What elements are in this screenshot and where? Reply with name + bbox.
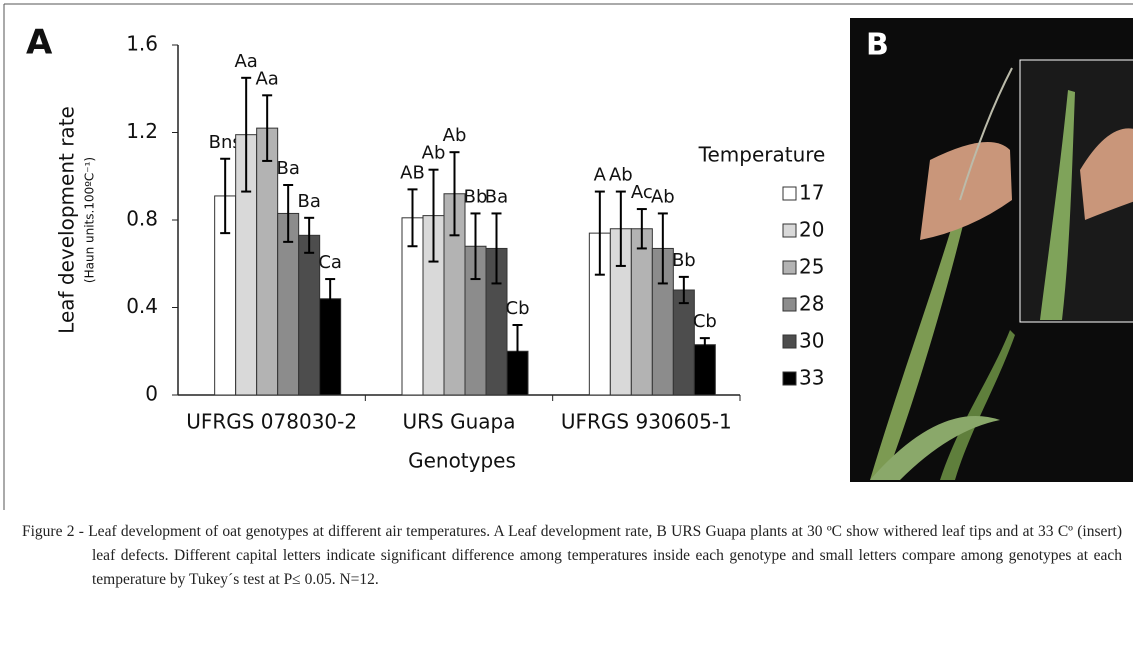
y-tick-label: 1.2 [126,119,158,143]
legend-label: 17 [799,181,824,205]
significance-letter: Ab [443,125,467,146]
legend-swatch [783,372,796,385]
significance-letter: Aa [234,51,257,72]
significance-letter: A [594,165,607,186]
panel-label: B [866,28,889,63]
panel-label: A [26,23,53,63]
legend-title: Temperature [698,143,826,167]
y-tick-label: 0.4 [126,294,158,318]
significance-letter: Ba [276,158,299,179]
x-axis-label: Genotypes [408,449,516,473]
bar [631,229,652,395]
significance-letter: Bb [672,250,696,271]
significance-letter: Ab [609,165,633,186]
significance-letter: Ab [651,186,675,207]
significance-letter: Cb [693,311,717,332]
caption-label: Figure 2 - [22,523,84,540]
y-tick-label: 0.8 [126,207,158,231]
legend-label: 25 [799,255,824,279]
y-axis-sublabel: (Haun units.100ºC⁻¹) [83,157,97,283]
significance-letter: Ca [318,252,342,273]
caption-text: Leaf development of oat genotypes at dif… [88,523,1122,588]
y-tick-label: 1.6 [126,32,158,56]
legend-swatch [783,298,796,311]
significance-letter: Cb [506,298,530,319]
caption: Figure 2 - Leaf development of oat genot… [22,520,1122,592]
x-tick-label: UFRGS 078030-2 [186,410,357,434]
bar [257,128,278,395]
legend-swatch [783,335,796,348]
legend-swatch [783,187,796,200]
x-tick-label: URS Guapa [403,410,516,434]
legend-swatch [783,224,796,237]
photo: B [850,18,1133,482]
significance-letter: Aa [255,68,278,89]
x-tick-label: UFRGS 930605-1 [561,410,732,434]
significance-letter: Ac [631,182,653,203]
bar [673,290,694,395]
y-axis-label: Leaf development rate [55,106,79,334]
legend-label: 33 [799,366,824,390]
significance-letter: Ba [297,191,320,212]
significance-letter: Ba [485,186,508,207]
legend-swatch [783,261,796,274]
legend-label: 30 [799,329,824,353]
figure: A Leaf development rate (Haun units.100º… [0,0,1133,510]
page: A Leaf development rate (Haun units.100º… [0,0,1133,649]
bar [299,235,320,395]
legend-label: 20 [799,218,824,242]
legend-label: 28 [799,292,824,316]
significance-letter: AB [400,162,425,183]
y-tick-label: 0 [145,382,158,406]
